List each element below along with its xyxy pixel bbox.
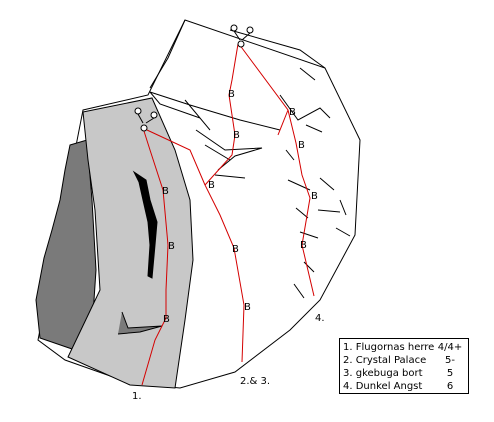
anchor-slab — [134, 107, 158, 132]
bolt-marker: B — [233, 130, 240, 141]
mid-overhang — [195, 129, 263, 179]
route-line-1-upper — [146, 129, 206, 186]
legend-number: 2. — [343, 355, 353, 366]
route-label-2-3: 2.& 3. — [240, 376, 270, 387]
legend-number: 1. — [343, 342, 353, 353]
bolt-marker: B — [244, 302, 251, 313]
route-line-3-link — [277, 109, 289, 136]
route-label-4: 4. — [315, 313, 325, 324]
bolt-marker: B — [300, 240, 307, 251]
bolt-marker: B — [208, 180, 215, 191]
route-line-1 — [141, 127, 169, 386]
anchor-top — [230, 24, 254, 48]
legend-route-name: gkebuga bort — [355, 368, 423, 379]
route-label-1: 1. — [132, 391, 142, 402]
route-legend: 1. Flugornas herre 4/4+ 2. Crystal Palac… — [339, 338, 469, 394]
rock-shadow — [35, 139, 97, 351]
bolt-marker: B — [289, 107, 296, 118]
bolt-marker: B — [168, 241, 175, 252]
bolt-marker: B — [298, 140, 305, 151]
legend-number: 3. — [343, 368, 353, 379]
legend-grade: 4/4+ — [437, 342, 463, 353]
bolt-marker: B — [228, 89, 235, 100]
legend-grade: 5 — [446, 368, 454, 379]
legend-grade: 6 — [446, 381, 454, 392]
route-line-2 — [204, 43, 245, 363]
bolt-marker: B — [311, 191, 318, 202]
black-crack — [132, 170, 158, 279]
grey-slab — [67, 97, 194, 389]
bolt-marker: B — [163, 314, 170, 325]
route-lines — [141, 43, 315, 386]
legend-row-4: 4. Dunkel Angst 6 — [343, 380, 465, 393]
top-cap — [149, 19, 331, 121]
bolt-marker: B — [232, 244, 239, 255]
legend-number: 4. — [343, 381, 353, 392]
bolt-markers: B B B B B B B B B B B B — [162, 89, 318, 325]
legend-route-name: Flugornas herre — [355, 342, 435, 353]
bolt-marker: B — [162, 186, 169, 197]
legend-grade: 5- — [445, 355, 455, 366]
right-cracks — [285, 124, 351, 299]
legend-route-name: Dunkel Angst — [355, 381, 423, 392]
legend-route-name: Crystal Palace — [355, 355, 427, 366]
legend-row-2: 2. Crystal Palace 5- — [343, 354, 465, 367]
legend-row-3: 3. gkebuga bort 5 — [343, 367, 465, 380]
legend-row-1: 1. Flugornas herre 4/4+ — [343, 341, 465, 354]
upper-roof — [149, 91, 281, 131]
